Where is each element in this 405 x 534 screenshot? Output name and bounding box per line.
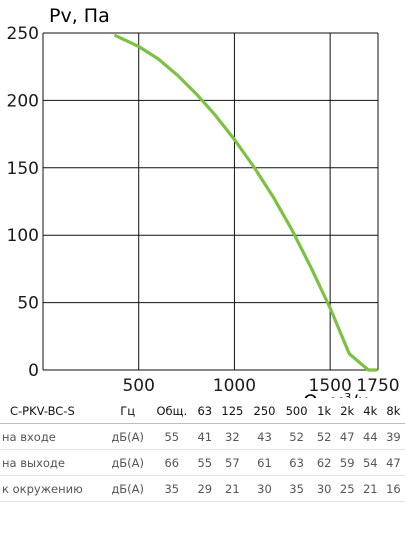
x-tick-label: 1750 (356, 376, 399, 396)
y-tick-label: 150 (7, 159, 39, 179)
band-header: 2k (335, 398, 359, 424)
band-value: 52 (312, 423, 336, 450)
row-label: на выходе (0, 449, 105, 476)
table-row: на выходе дБ(А) 66 55 57 61 63 62 59 54 47 (0, 449, 405, 476)
band-value: 59 (335, 449, 359, 476)
x-title-superscript: 3 (344, 391, 351, 398)
table-row: на входе дБ(А) 55 41 32 43 52 52 47 44 39 (0, 423, 405, 450)
band-value: 29 (193, 475, 217, 502)
band-value: 47 (381, 449, 405, 476)
noise-spec-table: C-PKV-BC-S Гц Общ. 63 125 250 500 1k 2k 4k 8k н… (0, 398, 405, 502)
row-unit: дБ(А) (104, 423, 151, 450)
band-value: 47 (335, 423, 359, 450)
row-unit: дБ(А) (104, 449, 151, 476)
band-value: 62 (312, 449, 336, 476)
x-tick-label: 500 (122, 376, 154, 396)
band-value: 21 (216, 475, 249, 502)
x-axis-title: Q, м3/ч (303, 391, 369, 398)
band-value: 61 (248, 449, 281, 476)
band-value: 25 (335, 475, 359, 502)
row-label: на входе (0, 423, 105, 450)
row-total: 35 (150, 475, 194, 502)
total-header: Общ. (150, 398, 194, 424)
band-value: 44 (358, 423, 382, 450)
band-header: 1k (312, 398, 336, 424)
band-value: 63 (280, 449, 313, 476)
band-value: 57 (216, 449, 249, 476)
table-body: на входе дБ(А) 55 41 32 43 52 52 47 44 39 на выходе… (0, 423, 405, 502)
band-header: 8k (381, 398, 405, 424)
band-header: 125 (216, 398, 249, 424)
x-title-part: Q, м (303, 391, 344, 398)
model-header: C-PKV-BC-S (0, 398, 105, 424)
x-title-part: /ч (351, 391, 369, 398)
chart-series (114, 34, 378, 372)
band-value: 55 (193, 449, 217, 476)
band-header: 500 (280, 398, 313, 424)
band-header: 63 (193, 398, 217, 424)
y-axis-title: Pv, Па (49, 5, 110, 27)
band-value: 16 (381, 475, 405, 502)
unit-header: Гц (104, 398, 151, 424)
band-value: 30 (248, 475, 281, 502)
x-tick-labels: 500 1000 1500 1750 (122, 376, 399, 396)
y-tick-label: 50 (17, 294, 39, 314)
row-total: 55 (150, 423, 194, 450)
band-value: 43 (248, 423, 281, 450)
band-value: 35 (280, 475, 313, 502)
x-tick-label: 1000 (213, 376, 256, 396)
band-header: 250 (248, 398, 281, 424)
table-header-row: C-PKV-BC-S Гц Общ. 63 125 250 500 1k 2k 4k 8k (0, 398, 405, 424)
y-tick-label: 0 (28, 361, 39, 381)
chart-grid (42, 32, 379, 371)
band-value: 39 (381, 423, 405, 450)
band-value: 54 (358, 449, 382, 476)
band-header: 4k (358, 398, 382, 424)
y-tick-label: 100 (7, 226, 39, 246)
x-tick-label: 1500 (309, 376, 352, 396)
band-value: 21 (358, 475, 382, 502)
y-tick-label: 250 (7, 24, 39, 44)
row-unit: дБ(А) (104, 475, 151, 502)
band-value: 41 (193, 423, 217, 450)
band-value: 32 (216, 423, 249, 450)
band-value: 52 (280, 423, 313, 450)
y-tick-labels: 0 50 100 150 200 250 (7, 24, 39, 381)
y-tick-label: 200 (7, 91, 39, 111)
row-label: к окружению (0, 475, 105, 502)
series-line (114, 34, 378, 372)
band-value: 30 (312, 475, 336, 502)
row-total: 66 (150, 449, 194, 476)
table-row: к окружению дБ(А) 35 29 21 30 35 30 25 21 16 (0, 475, 405, 502)
